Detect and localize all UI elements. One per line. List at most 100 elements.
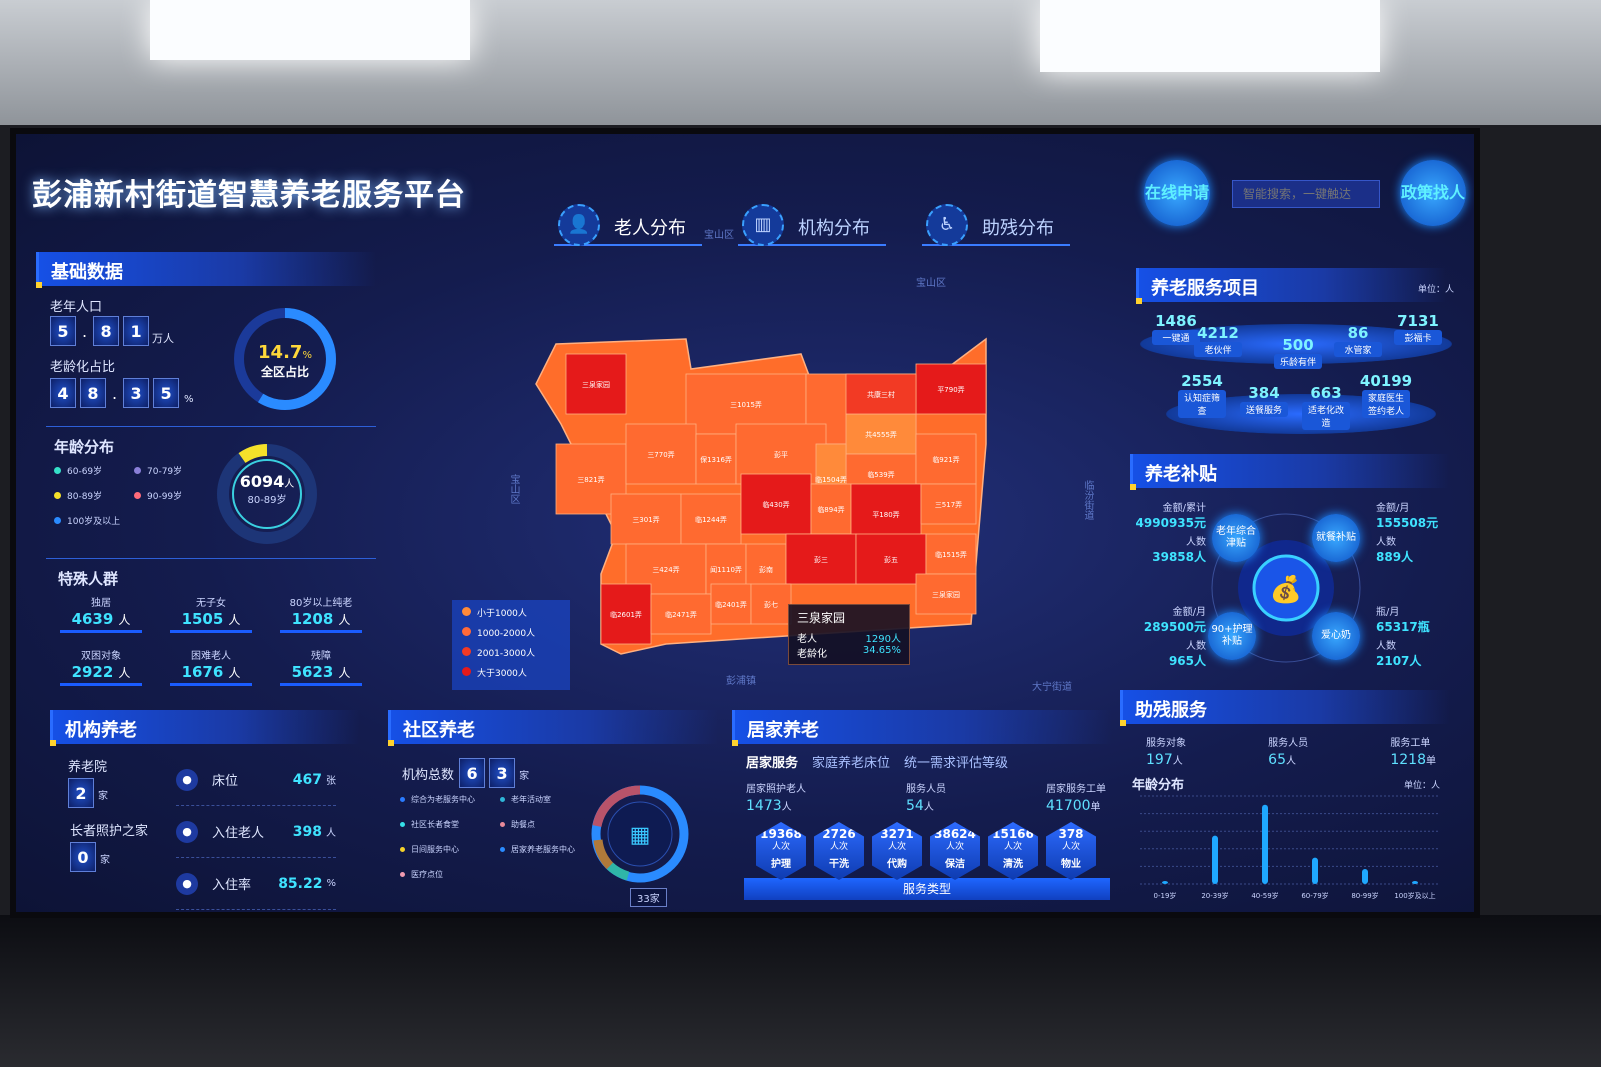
- map-region[interactable]: [915, 363, 987, 415]
- unit: 人: [1172, 756, 1183, 767]
- service-project[interactable]: 663 适老化改造: [1296, 384, 1356, 430]
- service-project[interactable]: 7131 彭福卡: [1388, 312, 1448, 345]
- online-apply-button[interactable]: 在线申请: [1144, 160, 1210, 226]
- group-value: 4639 人: [60, 609, 142, 633]
- map-region[interactable]: [845, 373, 917, 415]
- map-region[interactable]: [750, 583, 792, 625]
- legend-item: 60-69岁: [54, 464, 134, 477]
- service-hex[interactable]: 2726 人次 干洗: [814, 822, 864, 880]
- map-region[interactable]: [915, 573, 977, 615]
- map-region[interactable]: [695, 433, 737, 485]
- unit: 张: [326, 776, 336, 787]
- stat-label: 居家服务工单: [1046, 784, 1106, 795]
- service-project[interactable]: 4212 老伙伴: [1188, 324, 1248, 357]
- special-group-item: 独居 4639 人: [46, 594, 156, 633]
- district-label: 彭浦镇: [726, 676, 756, 687]
- count-value: 889人: [1376, 550, 1414, 564]
- map-region[interactable]: [650, 593, 712, 635]
- service-hex[interactable]: 38624 人次 保洁: [930, 822, 980, 880]
- elder-icon: ●: [176, 820, 198, 843]
- unit: 人: [118, 666, 131, 680]
- tooltip-label: 老龄化: [797, 649, 827, 660]
- unit: 人次: [1061, 842, 1080, 852]
- map-region[interactable]: [915, 433, 977, 485]
- map-region[interactable]: [625, 423, 697, 485]
- map-region[interactable]: [785, 533, 857, 585]
- service-project[interactable]: 2554 认知症筛查: [1172, 372, 1232, 418]
- map-region[interactable]: [565, 353, 627, 415]
- value: 4639: [71, 610, 114, 628]
- legend-label: 大于3000人: [477, 669, 527, 679]
- unit: 人: [1286, 756, 1296, 767]
- region-label: 临1244弄: [695, 515, 727, 524]
- service-label: 物业: [1061, 859, 1081, 870]
- legend-item: 老年活动室: [500, 794, 600, 805]
- home-tab[interactable]: 家庭养老床位: [812, 756, 891, 771]
- special-group-item: 双困对象 2922 人: [46, 647, 156, 686]
- project-label: 水管家: [1334, 342, 1382, 357]
- legend-label: 综合为老服务中心: [411, 795, 475, 804]
- service-project[interactable]: 384 送餐服务: [1234, 384, 1294, 417]
- region-label: 平790弄: [937, 386, 964, 394]
- service-project[interactable]: 1486 一键通: [1146, 312, 1206, 345]
- map-region[interactable]: [680, 493, 742, 545]
- subsidy-bubble[interactable]: 老年综合津贴: [1212, 514, 1260, 562]
- decimal-point: .: [112, 384, 118, 403]
- bar: [1362, 869, 1368, 884]
- service-value: 15166: [992, 827, 1034, 841]
- bar: [1412, 881, 1418, 884]
- service-hex[interactable]: 3271 人次 代购: [872, 822, 922, 880]
- service-project[interactable]: 500 乐龄有伴: [1268, 336, 1328, 369]
- age-value: 6094: [239, 472, 285, 491]
- subsidy-bubble[interactable]: 90+护理补贴: [1208, 612, 1256, 660]
- digit: 5: [50, 316, 76, 346]
- disability-stat: 服务对象 197人: [1146, 734, 1186, 768]
- subsidy-bubble[interactable]: 爱心奶: [1312, 612, 1360, 660]
- district-map[interactable]: 三泉家园三1015弄艺康苑共4555弄平790弄共康三村三821弄三770弄保1…: [516, 324, 996, 664]
- map-region[interactable]: [845, 413, 917, 455]
- map-region[interactable]: [600, 583, 652, 645]
- policy-finder-button[interactable]: 政策找人: [1400, 160, 1466, 226]
- service-project[interactable]: 86 水管家: [1328, 324, 1388, 357]
- service-value: 19368: [760, 827, 802, 841]
- service-project[interactable]: 40199 家庭医生签约老人: [1356, 372, 1416, 418]
- map-region[interactable]: [855, 533, 927, 585]
- home-tab[interactable]: 居家服务: [746, 756, 799, 771]
- service-hex[interactable]: 378 人次 物业: [1046, 822, 1096, 880]
- service-hex[interactable]: 19368 人次 护理: [756, 822, 806, 880]
- legend-item: 1000-2000人: [462, 626, 560, 646]
- search-input[interactable]: [1232, 180, 1380, 208]
- project-label: 认知症筛查: [1178, 390, 1226, 418]
- stat-label: 居家照护老人: [746, 784, 806, 795]
- tab-institution-distribution[interactable]: ▥ 机构分布: [738, 204, 886, 246]
- x-tick-label: 100岁及以上: [1394, 891, 1435, 900]
- institution-stat: ● 床位 467 张: [176, 754, 336, 806]
- region-label: 三770弄: [647, 451, 674, 459]
- map-region[interactable]: [710, 583, 752, 625]
- unit: 人: [326, 828, 336, 839]
- dashboard-screen: 彭浦新村街道智慧养老服务平台 👤 老人分布 ▥ 机构分布 ♿ 助残分布 在线申请 政策…: [10, 128, 1480, 918]
- tab-elder-distribution[interactable]: 👤 老人分布: [554, 204, 702, 246]
- map-region[interactable]: [920, 483, 977, 525]
- digit: 5: [153, 378, 180, 408]
- unit: 单: [1425, 756, 1436, 767]
- group-value: 1208 人: [280, 609, 362, 633]
- legend-dot: [400, 872, 405, 877]
- project-label: 送餐服务: [1240, 402, 1288, 417]
- subsidy-bubble[interactable]: 就餐补贴: [1312, 514, 1360, 562]
- legend-label: 1000-2000人: [477, 629, 536, 639]
- amount-value: 155508元: [1376, 516, 1439, 530]
- count-label: 人数: [1376, 537, 1396, 548]
- special-groups: 独居 4639 人无子女 1505 人 80岁以上纯老 1208 人双困对象 2922 人…: [46, 594, 376, 686]
- tab-disability-distribution[interactable]: ♿ 助残分布: [922, 204, 1070, 246]
- x-tick-label: 0-19岁: [1154, 891, 1177, 900]
- map-region[interactable]: [610, 493, 682, 545]
- service-hex[interactable]: 15166 人次 清洗: [988, 822, 1038, 880]
- map-region[interactable]: [740, 473, 812, 535]
- stat-value: 65: [1268, 752, 1286, 768]
- region-label: 彭南: [759, 565, 773, 574]
- home-tab[interactable]: 统一需求评估等级: [904, 756, 1009, 771]
- map-region[interactable]: [925, 533, 977, 575]
